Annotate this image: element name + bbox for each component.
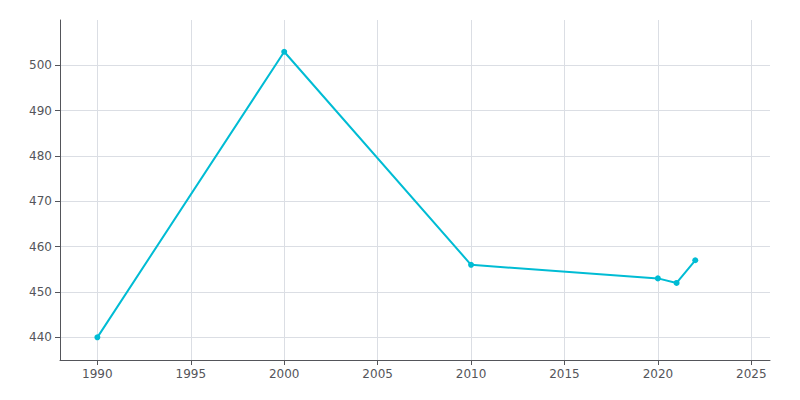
svg-text:470: 470 xyxy=(29,194,52,208)
svg-text:1990: 1990 xyxy=(82,367,113,381)
svg-text:2015: 2015 xyxy=(549,367,580,381)
svg-text:490: 490 xyxy=(29,104,52,118)
svg-text:500: 500 xyxy=(29,58,52,72)
svg-text:2010: 2010 xyxy=(456,367,487,381)
svg-text:1995: 1995 xyxy=(176,367,207,381)
svg-text:480: 480 xyxy=(29,149,52,163)
svg-text:460: 460 xyxy=(29,240,52,254)
svg-text:2020: 2020 xyxy=(643,367,674,381)
svg-text:2025: 2025 xyxy=(736,367,767,381)
svg-text:2000: 2000 xyxy=(269,367,300,381)
svg-text:440: 440 xyxy=(29,330,52,344)
svg-text:2005: 2005 xyxy=(362,367,393,381)
svg-text:450: 450 xyxy=(29,285,52,299)
